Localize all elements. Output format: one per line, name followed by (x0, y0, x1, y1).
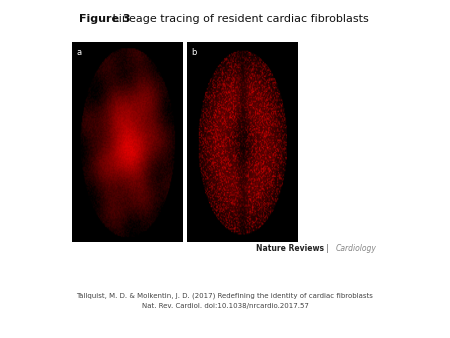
Text: Cardiology: Cardiology (335, 244, 376, 253)
Text: Nature Reviews: Nature Reviews (256, 244, 324, 253)
Text: b: b (191, 48, 197, 57)
Text: Tallquist, M. D. & Molkentin, J. D. (2017) Redefining the identity of cardiac fi: Tallquist, M. D. & Molkentin, J. D. (201… (76, 292, 373, 309)
Text: Lineage tracing of resident cardiac fibroblasts: Lineage tracing of resident cardiac fibr… (109, 14, 369, 24)
Text: a: a (76, 48, 81, 57)
Text: |: | (324, 244, 332, 253)
Text: Figure 3: Figure 3 (79, 14, 130, 24)
